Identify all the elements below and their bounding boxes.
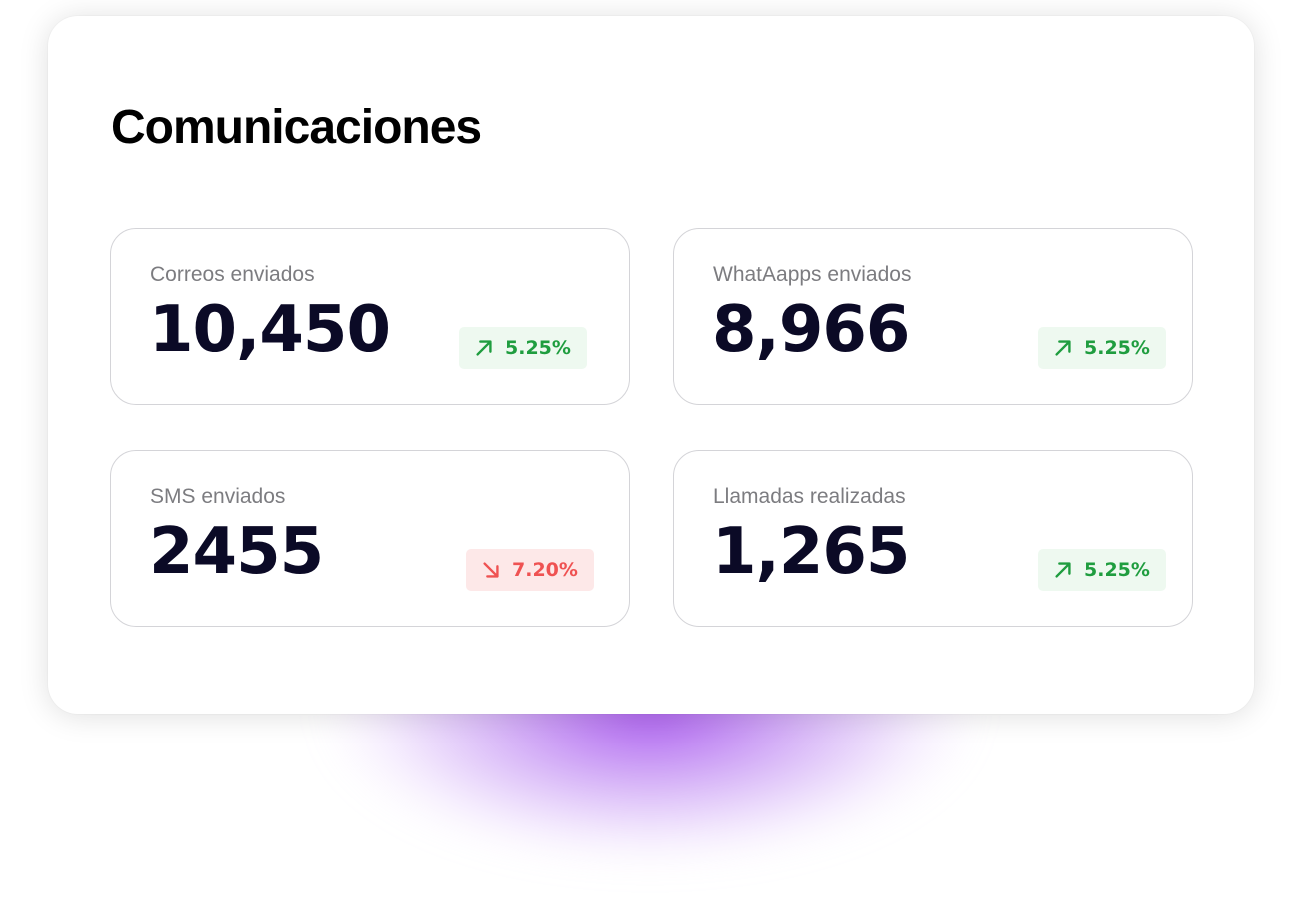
trend-badge: 5.25% <box>459 327 587 369</box>
stat-label: WhatAapps enviados <box>713 263 912 286</box>
trend-value: 5.25% <box>1084 559 1150 581</box>
trend-badge: 7.20% <box>466 549 594 591</box>
stat-value: 10,450 <box>149 293 391 367</box>
trend-badge: 5.25% <box>1038 327 1166 369</box>
trend-badge: 5.25% <box>1038 549 1166 591</box>
stat-value: 2455 <box>149 515 324 589</box>
stat-card-emails: Correos enviados 10,450 5.25% <box>110 228 630 405</box>
stat-card-whatsapp: WhatAapps enviados 8,966 5.25% <box>673 228 1193 405</box>
trend-value: 7.20% <box>512 559 578 581</box>
stat-label: Llamadas realizadas <box>713 485 906 508</box>
stat-label: SMS enviados <box>150 485 286 508</box>
stat-card-calls: Llamadas realizadas 1,265 5.25% <box>673 450 1193 627</box>
stat-value: 8,966 <box>712 293 910 367</box>
stat-card-sms: SMS enviados 2455 7.20% <box>110 450 630 627</box>
stat-label: Correos enviados <box>150 263 315 286</box>
arrow-up-right-icon <box>1052 337 1074 359</box>
arrow-up-right-icon <box>1052 559 1074 581</box>
trend-value: 5.25% <box>1084 337 1150 359</box>
arrow-up-right-icon <box>473 337 495 359</box>
page-title: Comunicaciones <box>111 101 482 154</box>
arrow-down-right-icon <box>480 559 502 581</box>
communications-card: Comunicaciones Correos enviados 10,450 5… <box>48 16 1254 714</box>
stat-value: 1,265 <box>712 515 910 589</box>
trend-value: 5.25% <box>505 337 571 359</box>
